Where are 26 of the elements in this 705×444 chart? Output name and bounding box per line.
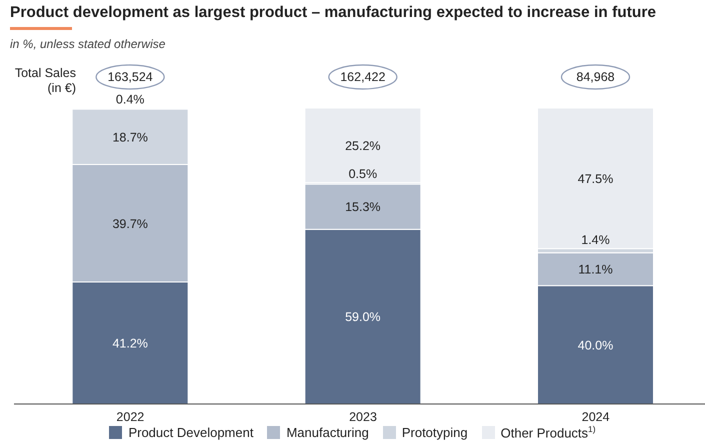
data-label: 18.7% bbox=[112, 130, 148, 144]
annotation: 84,968 bbox=[576, 70, 615, 84]
data-label: 15.3% bbox=[345, 200, 381, 214]
data-label: 25.2% bbox=[345, 138, 381, 153]
data-label: 39.7% bbox=[112, 216, 148, 231]
data-label: 0.5% bbox=[348, 167, 378, 182]
legend-label: Other Products$^{1)}$ bbox=[500, 424, 596, 440]
legend-label: Prototyping bbox=[402, 424, 468, 440]
bar bbox=[537, 108, 654, 250]
chart-subtitle: in %, unless stated otherwise bbox=[10, 37, 166, 51]
data-label: 0.4% bbox=[116, 92, 144, 106]
x-tick-label: 2022 bbox=[116, 410, 144, 424]
data-label: 47.5% bbox=[578, 172, 614, 186]
x-tick-label: 2024 bbox=[582, 410, 610, 424]
data-label: 59.0% bbox=[345, 310, 381, 324]
chart-title: Product development as largest product – manufacturing expected to increase in future bbox=[10, 4, 656, 22]
text: Total Sales (in €) bbox=[14, 66, 76, 96]
x-tick-label: 2023 bbox=[349, 410, 377, 424]
data-label: 41.2% bbox=[112, 336, 148, 351]
data-label: 1.4% bbox=[581, 233, 610, 248]
legend-label: Product Development bbox=[128, 424, 254, 440]
annotation: 162,422 bbox=[340, 70, 386, 84]
legend-label: Manufacturing bbox=[286, 424, 369, 440]
annotation: 163,524 bbox=[108, 70, 153, 84]
data-label: 11.1% bbox=[578, 262, 613, 277]
data-label: 40.0% bbox=[578, 338, 614, 352]
